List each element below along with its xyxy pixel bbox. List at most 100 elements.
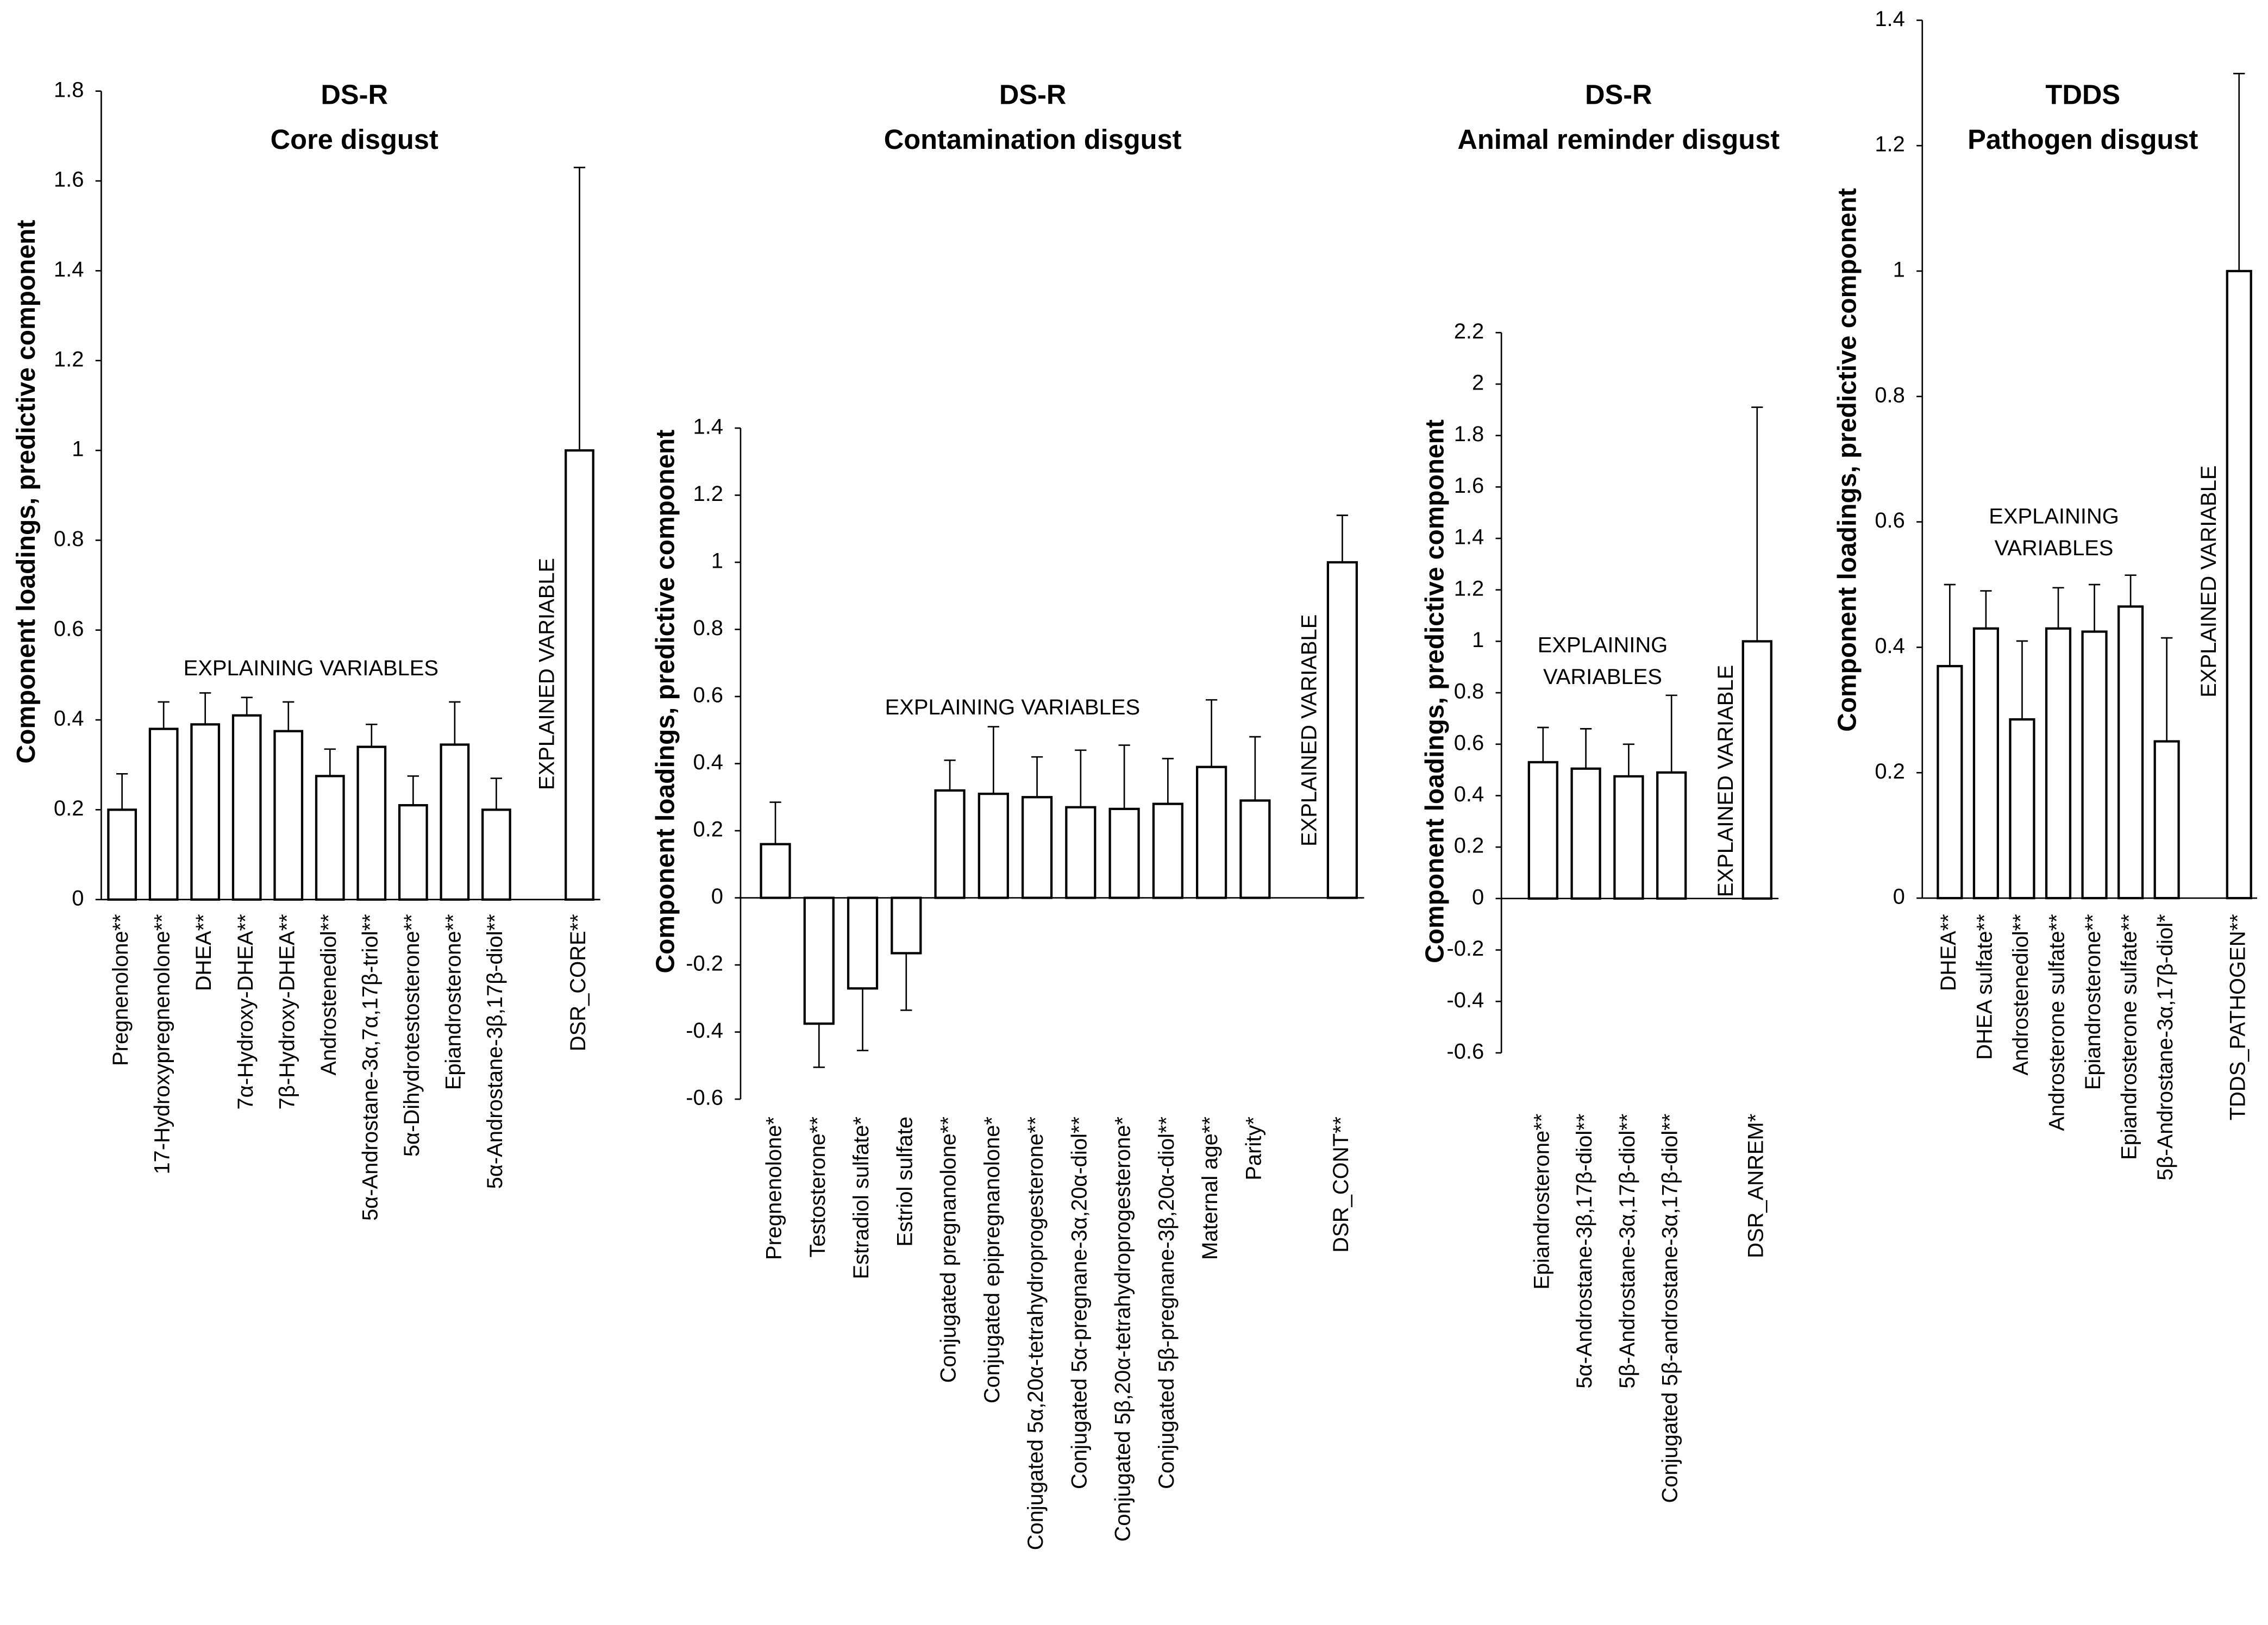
- x-tick-label: Androstenediol**: [317, 914, 341, 1075]
- x-tick-label: Androsterone sulfate**: [2045, 914, 2069, 1131]
- x-tick-label: Conjugated 5β,20α-tetrahydroprogesterone…: [1111, 1116, 1135, 1542]
- annotation: EXPLAINING: [1538, 633, 1668, 657]
- y-tick-label: 0.8: [54, 527, 84, 551]
- bar: [148, 727, 179, 901]
- bar: [847, 896, 879, 990]
- bar: [2009, 718, 2035, 900]
- x-tick-label: DSR_CONT**: [1329, 1116, 1353, 1253]
- annotation: EXPLAINED VARIABLE: [2197, 465, 2221, 697]
- annotation: EXPLAINING: [1989, 505, 2119, 529]
- bar: [315, 775, 345, 901]
- bar: [440, 743, 470, 901]
- x-tick-label: Pregnenolone**: [109, 914, 133, 1066]
- x-tick-label: 5α-Androstane-3α,7α,17β-triol**: [358, 914, 382, 1221]
- x-tick-label: 5α-Dihydrotestosterone**: [400, 914, 424, 1157]
- annotation: EXPLAINING VARIABLES: [885, 695, 1140, 719]
- y-axis-label: Component loadings, predictive component: [1421, 419, 1450, 963]
- y-tick-label: 0.4: [1875, 634, 1904, 658]
- bar: [2226, 269, 2252, 900]
- chart-subtitle: Contamination disgust: [884, 124, 1182, 155]
- y-tick-label: 2.2: [1454, 319, 1484, 343]
- x-tick-label: Conjugated 5β-androstane-3α,17β-diol**: [1658, 1114, 1682, 1503]
- y-tick-label: 0: [1893, 885, 1905, 909]
- chart-title: DS-R: [1585, 79, 1652, 110]
- bar: [1937, 664, 1963, 900]
- annotation: EXPLAINING VARIABLES: [184, 656, 438, 680]
- y-tick-label: 0.4: [1454, 782, 1484, 806]
- bar: [356, 745, 387, 901]
- annotation: EXPLAINED VARIABLE: [1297, 614, 1321, 846]
- bar: [760, 843, 791, 899]
- y-tick-label: 1.2: [1875, 133, 1904, 156]
- x-tick-label: Conjugated pregnanolone**: [937, 1116, 961, 1383]
- y-tick-label: 0.8: [693, 616, 723, 640]
- x-tick-label: Testosterone**: [806, 1116, 830, 1258]
- y-tick-label: 1.2: [693, 482, 723, 506]
- chart-title: TDDS: [2045, 79, 2120, 110]
- y-tick-label: 1.4: [1875, 7, 1904, 31]
- y-tick-label: 0.2: [693, 818, 723, 842]
- bar: [803, 896, 835, 1025]
- bar: [2045, 627, 2072, 900]
- y-tick-label: 0.4: [54, 707, 84, 731]
- y-tick-label: 1.6: [54, 168, 84, 192]
- y-tick-label: -0.6: [686, 1086, 723, 1110]
- chart-title: DS-R: [321, 79, 388, 110]
- chart-title: DS-R: [999, 79, 1067, 110]
- x-tick-label: 5α-Androstane-3β,17β-diol**: [483, 914, 507, 1189]
- bar: [934, 789, 966, 899]
- y-tick-label: 1.4: [54, 258, 84, 281]
- x-tick-label: Estriol sulfate: [893, 1116, 917, 1247]
- x-tick-label: Maternal age**: [1198, 1116, 1222, 1260]
- bar: [273, 730, 304, 901]
- y-tick-label: 2: [1472, 371, 1484, 394]
- bar: [1527, 761, 1558, 900]
- x-tick-label: Estradiol sulfate*: [849, 1116, 873, 1279]
- x-tick-label: DSR_ANREM*: [1744, 1114, 1768, 1258]
- bar: [107, 808, 137, 901]
- chart-subtitle: Pathogen disgust: [1968, 124, 2198, 155]
- bar: [231, 714, 262, 901]
- x-tick-label: TDDS_PATHOGEN**: [2226, 914, 2250, 1120]
- bar: [1065, 806, 1097, 899]
- y-tick-label: 0.6: [1454, 731, 1484, 755]
- y-tick-label: 1.8: [54, 78, 84, 102]
- y-axis-label: Component loadings, predictive component: [1833, 188, 1862, 732]
- bar: [1021, 796, 1053, 899]
- y-tick-label: -0.4: [1446, 988, 1484, 1012]
- y-tick-label: 0: [1472, 885, 1484, 909]
- x-tick-label: Epiandrosterone sulfate**: [2117, 914, 2141, 1160]
- y-tick-label: 0.8: [1454, 680, 1484, 704]
- annotation: EXPLAINED VARIABLE: [535, 558, 559, 790]
- x-tick-label: Pregnenolone*: [762, 1116, 786, 1260]
- x-tick-label: Conjugated 5α,20α-tetrahydroprogesterone…: [1024, 1116, 1048, 1550]
- annotation: EXPLAINED VARIABLE: [1714, 665, 1738, 897]
- y-axis-label: Component loadings, predictive component: [651, 430, 680, 974]
- x-tick-label: DHEA sulfate**: [1972, 914, 1996, 1059]
- annotation: VARIABLES: [1543, 665, 1662, 689]
- bar: [1326, 561, 1358, 899]
- x-tick-label: DHEA**: [192, 914, 216, 991]
- y-tick-label: 0.2: [1454, 834, 1484, 858]
- y-tick-label: 1: [1893, 258, 1905, 281]
- bar: [1196, 766, 1227, 899]
- y-tick-label: 1: [711, 549, 723, 573]
- y-tick-label: 1.4: [1454, 525, 1484, 549]
- y-tick-label: 0: [72, 886, 84, 910]
- y-tick-label: -0.2: [686, 952, 723, 976]
- bar: [1741, 640, 1772, 900]
- y-tick-label: -0.4: [686, 1019, 723, 1043]
- x-tick-label: Epiandrosterone**: [441, 914, 465, 1090]
- x-tick-label: Epiandrosterone**: [2081, 914, 2105, 1090]
- x-tick-label: Epiandrosterone**: [1530, 1114, 1553, 1290]
- x-tick-label: 5β-Androstane-3α,17β-diol**: [1615, 1114, 1639, 1389]
- x-tick-label: Androstenediol**: [2009, 914, 2033, 1075]
- x-tick-label: 5β-Androstane-3α,17β-diol*: [2153, 914, 2177, 1180]
- x-tick-label: Conjugated 5β-pregnane-3β,20α-diol**: [1155, 1116, 1179, 1489]
- bar: [565, 449, 594, 901]
- bar: [481, 808, 511, 901]
- x-tick-label: 17-Hydroxypregnenolone**: [151, 914, 174, 1174]
- annotation: VARIABLES: [1995, 536, 2114, 560]
- x-tick-label: 7β-Hydroxy-DHEA**: [275, 914, 299, 1109]
- x-tick-label: DHEA**: [1937, 914, 1960, 991]
